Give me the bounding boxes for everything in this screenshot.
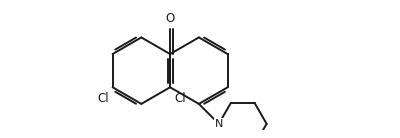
Text: N: N [215,119,223,129]
Text: Cl: Cl [174,92,186,105]
Text: O: O [166,12,175,26]
Text: Cl: Cl [97,92,108,105]
